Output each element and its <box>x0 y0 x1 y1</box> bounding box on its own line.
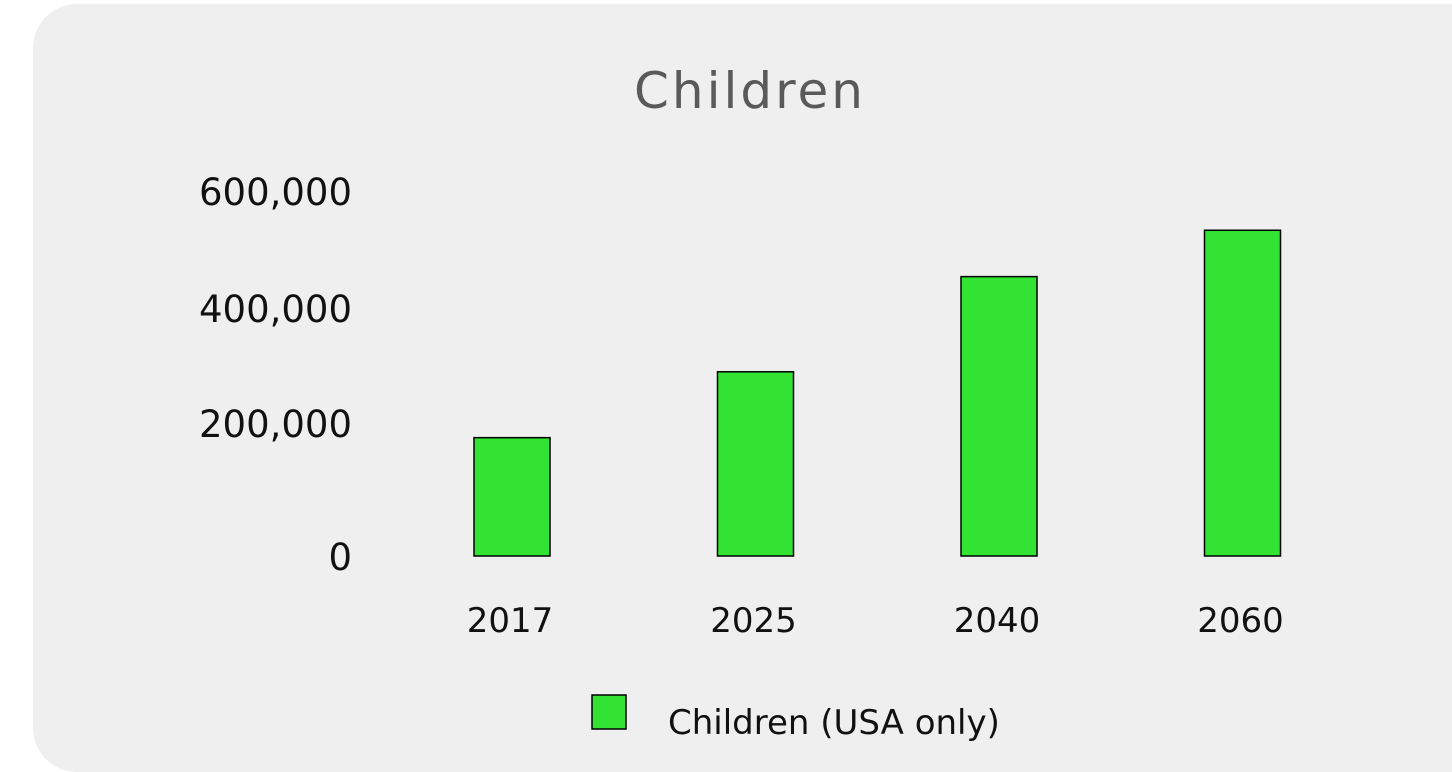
legend-label: Children (USA only) <box>668 703 1000 743</box>
y-tick-label: 400,000 <box>199 288 352 331</box>
bars <box>473 229 1282 557</box>
x-axis-ticks: 2017 2025 2040 2060 <box>467 601 1284 641</box>
x-tick-label: 2025 <box>710 601 797 641</box>
legend: Children (USA only) <box>591 694 1000 743</box>
x-tick-label: 2040 <box>954 601 1041 641</box>
y-tick-label: 0 <box>328 536 352 579</box>
legend-swatch <box>591 694 627 730</box>
bar <box>960 275 1038 557</box>
y-axis-ticks: 0 200,000 400,000 600,000 <box>199 171 352 579</box>
bar <box>716 371 795 557</box>
bar <box>1203 229 1282 557</box>
chart-title: Children <box>634 62 866 120</box>
bar <box>473 436 551 557</box>
y-tick-label: 200,000 <box>199 403 352 446</box>
y-tick-label: 600,000 <box>199 171 352 214</box>
x-tick-label: 2017 <box>467 601 554 641</box>
x-tick-label: 2060 <box>1197 601 1284 641</box>
